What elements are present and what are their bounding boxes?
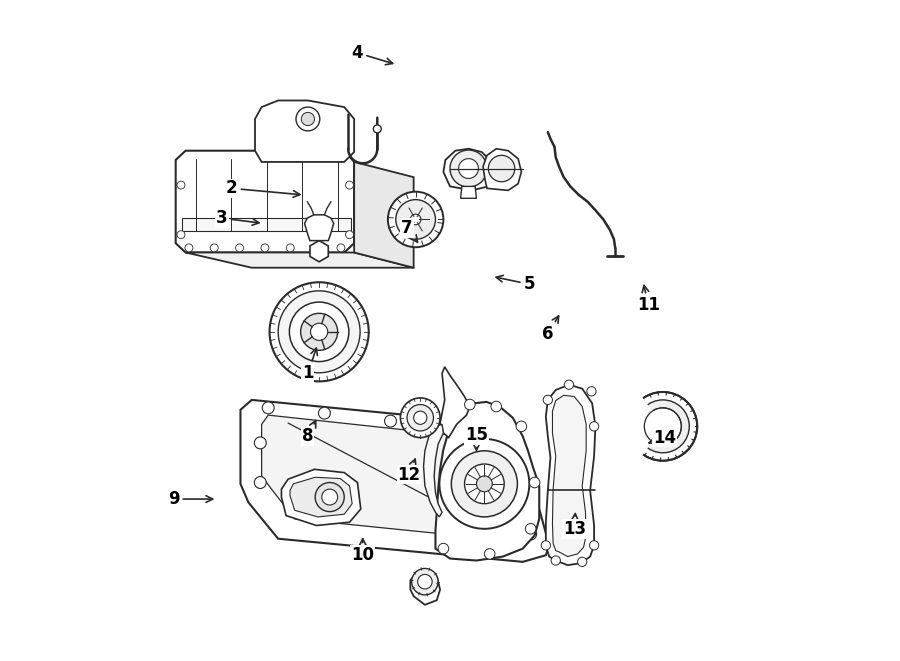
Circle shape xyxy=(410,214,421,225)
Polygon shape xyxy=(304,215,334,241)
Circle shape xyxy=(255,437,266,449)
Circle shape xyxy=(296,107,320,131)
Text: 6: 6 xyxy=(542,316,559,343)
Text: 4: 4 xyxy=(352,44,392,65)
Circle shape xyxy=(177,231,184,239)
Circle shape xyxy=(302,112,314,126)
Circle shape xyxy=(337,244,345,252)
Circle shape xyxy=(290,302,349,362)
Polygon shape xyxy=(444,149,493,190)
Circle shape xyxy=(418,574,432,589)
Circle shape xyxy=(484,549,495,559)
Circle shape xyxy=(346,181,354,189)
Circle shape xyxy=(564,380,573,389)
Circle shape xyxy=(315,483,344,512)
Polygon shape xyxy=(410,570,440,605)
Circle shape xyxy=(384,415,397,427)
Text: 15: 15 xyxy=(465,426,488,450)
Polygon shape xyxy=(255,100,355,162)
Circle shape xyxy=(262,402,274,414)
Circle shape xyxy=(211,244,218,252)
Circle shape xyxy=(451,424,463,436)
Polygon shape xyxy=(185,253,414,268)
Text: 3: 3 xyxy=(216,209,259,227)
Text: 8: 8 xyxy=(302,420,316,446)
Circle shape xyxy=(388,192,444,247)
Polygon shape xyxy=(262,415,528,541)
Circle shape xyxy=(544,395,553,405)
Circle shape xyxy=(177,181,184,189)
Circle shape xyxy=(529,477,540,488)
Circle shape xyxy=(301,313,338,350)
Circle shape xyxy=(476,476,492,492)
Circle shape xyxy=(346,231,354,239)
Circle shape xyxy=(464,399,475,410)
Polygon shape xyxy=(290,477,352,517)
Circle shape xyxy=(451,451,518,517)
Circle shape xyxy=(636,400,689,453)
Circle shape xyxy=(439,439,529,529)
Circle shape xyxy=(184,244,193,252)
Polygon shape xyxy=(436,402,539,561)
Circle shape xyxy=(578,557,587,566)
Circle shape xyxy=(311,244,320,252)
Circle shape xyxy=(269,282,369,381)
Circle shape xyxy=(489,155,515,182)
Circle shape xyxy=(590,422,598,431)
Text: 1: 1 xyxy=(302,348,318,383)
Circle shape xyxy=(516,421,526,432)
Circle shape xyxy=(236,244,244,252)
Polygon shape xyxy=(240,400,549,562)
Polygon shape xyxy=(355,162,414,268)
Circle shape xyxy=(644,408,681,445)
Circle shape xyxy=(286,244,294,252)
Wedge shape xyxy=(626,397,652,456)
Polygon shape xyxy=(176,151,355,253)
Circle shape xyxy=(319,407,330,419)
Polygon shape xyxy=(483,149,521,190)
Text: 9: 9 xyxy=(168,490,212,508)
Circle shape xyxy=(628,392,698,461)
Polygon shape xyxy=(310,241,328,262)
Text: 12: 12 xyxy=(398,459,420,484)
Circle shape xyxy=(438,543,449,554)
Circle shape xyxy=(450,150,487,187)
Circle shape xyxy=(310,323,328,340)
Circle shape xyxy=(590,541,598,550)
Circle shape xyxy=(541,541,551,550)
Text: 14: 14 xyxy=(649,428,677,447)
Polygon shape xyxy=(424,424,444,517)
Circle shape xyxy=(483,429,496,441)
Circle shape xyxy=(278,291,360,373)
Text: 13: 13 xyxy=(562,514,586,538)
Circle shape xyxy=(411,568,438,595)
Circle shape xyxy=(497,535,508,547)
Circle shape xyxy=(255,477,266,488)
Circle shape xyxy=(587,387,596,396)
Text: 2: 2 xyxy=(226,179,300,198)
Circle shape xyxy=(414,411,427,424)
Polygon shape xyxy=(183,218,351,231)
Circle shape xyxy=(525,528,536,540)
Circle shape xyxy=(396,200,436,239)
Polygon shape xyxy=(553,395,586,557)
Circle shape xyxy=(526,524,536,534)
Polygon shape xyxy=(440,367,470,438)
Polygon shape xyxy=(282,469,361,525)
Text: 11: 11 xyxy=(637,286,660,315)
Circle shape xyxy=(374,125,382,133)
Circle shape xyxy=(491,401,501,412)
Circle shape xyxy=(464,464,504,504)
Polygon shape xyxy=(461,186,476,198)
Circle shape xyxy=(261,244,269,252)
Circle shape xyxy=(407,405,434,431)
Circle shape xyxy=(551,556,561,565)
Circle shape xyxy=(459,159,479,178)
Circle shape xyxy=(322,489,338,505)
Text: 5: 5 xyxy=(496,275,536,293)
Text: 10: 10 xyxy=(351,539,374,564)
Text: 7: 7 xyxy=(401,219,418,242)
Polygon shape xyxy=(545,385,596,565)
Circle shape xyxy=(400,398,440,438)
